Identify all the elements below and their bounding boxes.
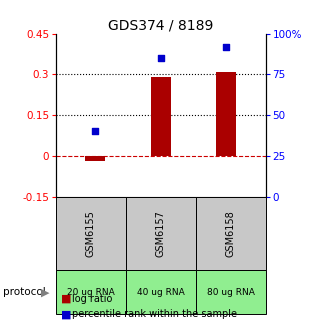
Bar [56,270,126,314]
Bar [216,72,236,156]
Bar [56,197,126,270]
Bar [196,270,266,314]
Bar [196,197,266,270]
Text: 20 ug RNA: 20 ug RNA [67,288,115,297]
Text: percentile rank within the sample: percentile rank within the sample [72,309,237,319]
Point [93,129,98,134]
Text: protocol: protocol [3,287,46,297]
Bar [126,270,196,314]
Text: 40 ug RNA: 40 ug RNA [137,288,185,297]
Bar [85,156,105,161]
Point [224,44,229,49]
Title: GDS374 / 8189: GDS374 / 8189 [108,18,213,33]
Text: ▶: ▶ [41,287,49,297]
Text: GSM6155: GSM6155 [86,210,96,257]
Text: GSM6158: GSM6158 [226,210,236,257]
Bar [151,77,171,156]
Text: ■: ■ [61,294,71,304]
Bar [126,197,196,270]
Text: log ratio: log ratio [72,294,112,304]
Text: GSM6157: GSM6157 [156,210,166,257]
Text: 80 ug RNA: 80 ug RNA [207,288,255,297]
Point [158,55,164,61]
Text: ■: ■ [61,309,71,319]
